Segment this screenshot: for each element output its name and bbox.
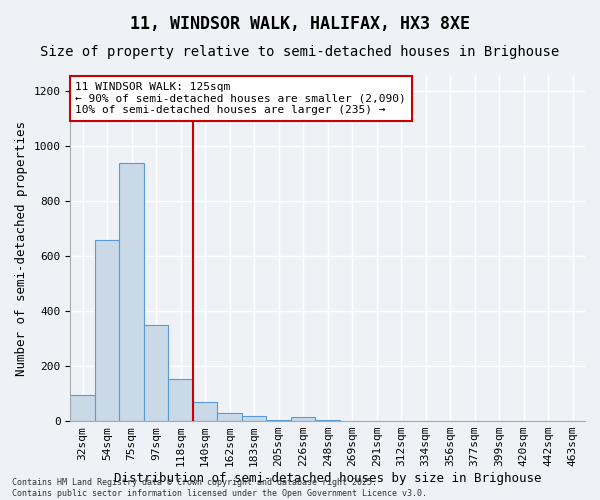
Bar [242, 416, 266, 421]
Bar [169, 378, 193, 421]
X-axis label: Distribution of semi-detached houses by size in Brighouse: Distribution of semi-detached houses by … [114, 472, 541, 485]
Bar [119, 163, 144, 421]
Bar [70, 395, 95, 421]
Bar [193, 402, 217, 421]
Text: Contains HM Land Registry data © Crown copyright and database right 2025.
Contai: Contains HM Land Registry data © Crown c… [12, 478, 427, 498]
Bar [291, 417, 316, 421]
Text: 11, WINDSOR WALK, HALIFAX, HX3 8XE: 11, WINDSOR WALK, HALIFAX, HX3 8XE [130, 15, 470, 33]
Bar [266, 420, 291, 421]
Bar [217, 413, 242, 421]
Bar [316, 420, 340, 421]
Text: Size of property relative to semi-detached houses in Brighouse: Size of property relative to semi-detach… [40, 45, 560, 59]
Bar [144, 325, 169, 421]
Bar [95, 240, 119, 421]
Text: 11 WINDSOR WALK: 125sqm
← 90% of semi-detached houses are smaller (2,090)
10% of: 11 WINDSOR WALK: 125sqm ← 90% of semi-de… [76, 82, 406, 115]
Y-axis label: Number of semi-detached properties: Number of semi-detached properties [15, 120, 28, 376]
